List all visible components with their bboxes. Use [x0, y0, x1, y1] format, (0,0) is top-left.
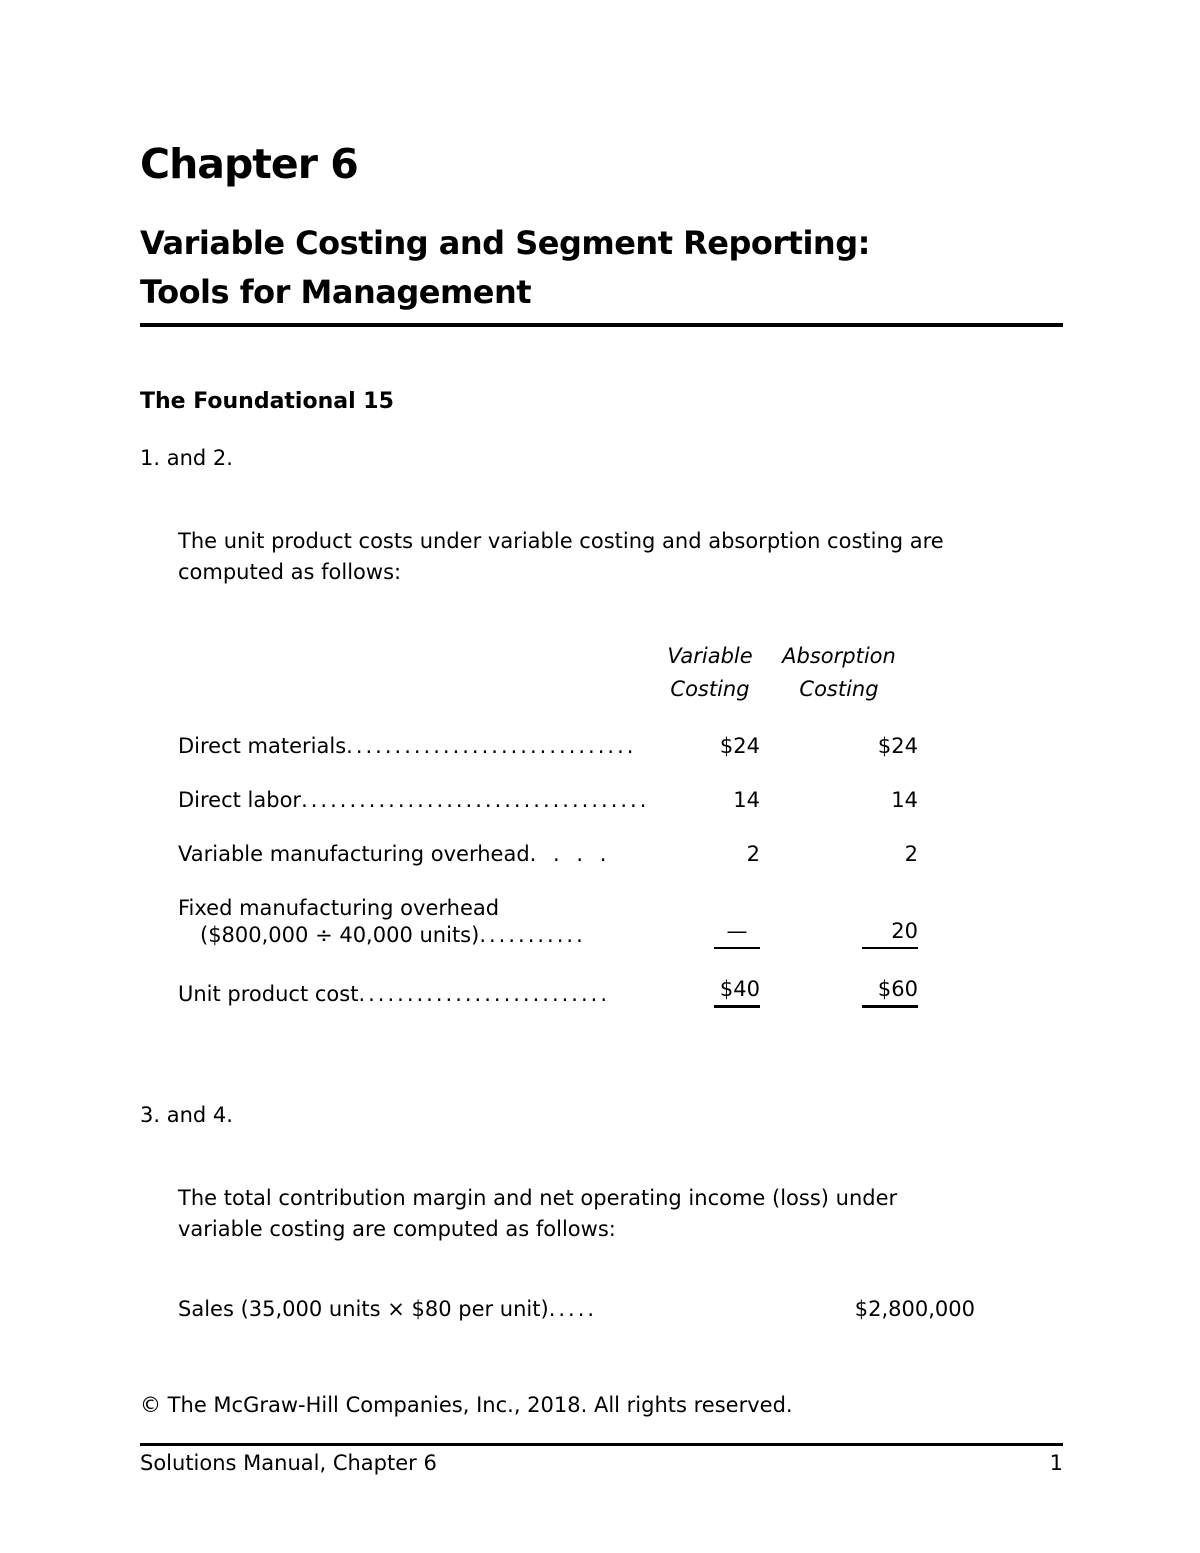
paragraph-2-line1: The total contribution margin and net op…: [178, 1186, 898, 1210]
row-label-text: Direct labor: [178, 788, 302, 812]
variable-costing-value: $40: [660, 976, 760, 1008]
row-label-text2: ($800,000 ÷ 40,000 units): [200, 923, 480, 947]
document-title: Variable Costing and Segment Reporting: …: [140, 219, 1063, 327]
total-underlined-value: $40: [714, 976, 760, 1008]
absorption-costing-column-header: Absorption Costing: [760, 640, 918, 706]
section-heading: The Foundational 15: [140, 389, 394, 414]
dot-leader: .....: [548, 1297, 598, 1321]
item-label-3-and-4: 3. and 4.: [140, 1103, 233, 1127]
paragraph-unit-product-costs: The unit product costs under variable co…: [178, 526, 944, 588]
row-label-text: Direct materials: [178, 734, 347, 758]
sales-label-text: Sales (35,000 units × $80 per unit): [178, 1297, 549, 1321]
document-title-line2: Tools for Management: [140, 273, 532, 311]
row-label: Unit product cost.......................…: [178, 981, 660, 1008]
absorption-costing-value: 2: [904, 842, 918, 866]
row-label-text: Fixed manufacturing overhead: [178, 896, 500, 920]
footer-page-number: 1: [1049, 1451, 1063, 1475]
row-label: Direct materials........................…: [178, 733, 660, 760]
variable-costing-value: 2: [746, 842, 760, 866]
variable-costing-value: 14: [733, 788, 760, 812]
dot-leader: ....................................: [301, 788, 650, 812]
row-label-line2: ($800,000 ÷ 40,000 units)...........: [178, 922, 660, 949]
table-row-direct-materials: Direct materials........................…: [178, 733, 918, 760]
subtotal-underlined-value: —: [714, 918, 760, 949]
row-label: Direct labor............................…: [178, 787, 660, 814]
footer-manual-label: Solutions Manual, Chapter 6: [140, 1451, 437, 1475]
absorption-costing-value: $24: [877, 734, 918, 758]
sales-label: Sales (35,000 units × $80 per unit).....: [178, 1297, 597, 1321]
row-label-text: Unit product cost: [178, 982, 359, 1006]
absorption-costing-header-line2: Costing: [799, 677, 879, 701]
table-row-variable-manufacturing-overhead: Variable manufacturing overhead. . . . 2…: [178, 841, 918, 868]
variable-costing-value: —: [660, 918, 760, 949]
absorption-costing-header-line1: Absorption: [782, 644, 896, 668]
absorption-costing-value: 20: [760, 918, 918, 949]
document-title-line1: Variable Costing and Segment Reporting:: [140, 224, 870, 262]
variable-costing-header-line2: Costing: [670, 677, 750, 701]
chapter-heading: Chapter 6: [140, 140, 359, 188]
paragraph-1-line2: computed as follows:: [178, 560, 402, 584]
table-row-fixed-manufacturing-overhead: Fixed manufacturing overhead ($800,000 ÷…: [178, 895, 918, 949]
sales-line: Sales (35,000 units × $80 per unit).....…: [178, 1297, 975, 1321]
page-footer: Solutions Manual, Chapter 6 1: [140, 1443, 1063, 1475]
row-label: Variable manufacturing overhead. . . .: [178, 841, 660, 868]
unit-product-cost-table: Variable Costing Absorption Costing Dire…: [178, 640, 918, 1035]
variable-costing-header-line1: Variable: [667, 644, 753, 668]
copyright-notice: © The McGraw-Hill Companies, Inc., 2018.…: [140, 1393, 793, 1417]
table-row-unit-product-cost: Unit product cost.......................…: [178, 976, 918, 1008]
paragraph-contribution-margin: The total contribution margin and net op…: [178, 1183, 897, 1245]
dot-leader: . . . .: [529, 842, 612, 866]
total-underlined-value: $60: [862, 976, 918, 1008]
cost-table-header-row: Variable Costing Absorption Costing: [178, 640, 918, 706]
dot-leader: ..........................: [358, 982, 611, 1006]
paragraph-2-line2: variable costing are computed as follows…: [178, 1217, 616, 1241]
item-label-1-and-2: 1. and 2.: [140, 446, 233, 470]
variable-costing-column-header: Variable Costing: [660, 640, 760, 706]
subtotal-underlined-value: 20: [862, 918, 918, 949]
variable-costing-value: $24: [719, 734, 760, 758]
sales-value: $2,800,000: [854, 1297, 975, 1321]
row-label: Fixed manufacturing overhead ($800,000 ÷…: [178, 895, 660, 949]
paragraph-1-line1: The unit product costs under variable co…: [178, 529, 944, 553]
dot-leader: ...........: [479, 923, 586, 947]
absorption-costing-value: 14: [891, 788, 918, 812]
table-row-direct-labor: Direct labor............................…: [178, 787, 918, 814]
absorption-costing-value: $60: [760, 976, 918, 1008]
dot-leader: ..............................: [346, 734, 637, 758]
row-label-text: Variable manufacturing overhead: [178, 842, 530, 866]
